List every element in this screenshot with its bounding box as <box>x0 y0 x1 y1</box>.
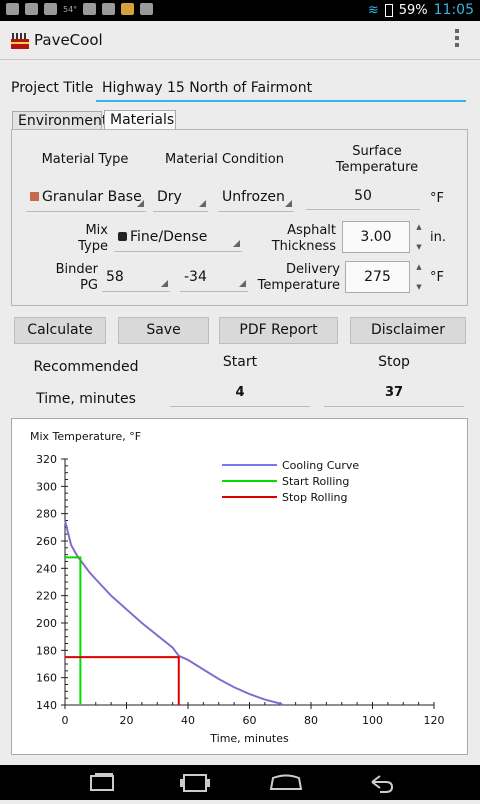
pavecool-logo-icon <box>11 33 29 49</box>
series-line-1 <box>65 556 82 705</box>
start-time-value: 4 <box>170 385 310 407</box>
action-bar: PaveCool <box>0 21 480 60</box>
battery-level: 59% <box>398 2 428 18</box>
home-icon[interactable] <box>269 774 303 790</box>
notification-icon <box>6 3 19 15</box>
legend-label-2: Stop Rolling <box>282 491 348 504</box>
battery-icon <box>384 3 393 17</box>
screenshot-icon[interactable] <box>180 774 210 792</box>
y-tick-label: 240 <box>36 562 57 575</box>
navigation-bar <box>0 765 480 800</box>
y-tick-label: 220 <box>36 590 57 603</box>
y-tick-label: 300 <box>36 480 57 493</box>
x-tick-label: 20 <box>120 714 134 727</box>
delivery-temperature-unit: °F <box>430 270 444 285</box>
y-tick-label: 200 <box>36 617 57 630</box>
sync-icon <box>44 3 57 15</box>
x-tick-label: 0 <box>62 714 69 727</box>
disclaimer-button[interactable]: Disclaimer <box>350 317 466 344</box>
binder-low-spinner[interactable]: -34 <box>180 267 248 292</box>
overflow-menu-icon[interactable] <box>454 29 460 51</box>
frost-spinner[interactable]: Unfrozen <box>218 187 294 212</box>
y-tick-label: 180 <box>36 644 57 657</box>
x-axis-label: Time, minutes <box>209 732 289 745</box>
back-icon[interactable] <box>371 775 394 793</box>
chart-svg: Mix Temperature, °F140160180200220240260… <box>30 430 445 745</box>
gravel-icon <box>30 192 39 201</box>
mix-type-value: Fine/Dense <box>130 229 208 245</box>
thickness-unit: in. <box>430 230 446 245</box>
delivery-temperature-input[interactable]: 275 <box>345 261 410 293</box>
usb-icon <box>25 3 38 15</box>
x-tick-label: 120 <box>424 714 445 727</box>
asphalt-thickness-input[interactable]: 3.00 <box>342 221 410 253</box>
y-tick-label: 280 <box>36 508 57 521</box>
wifi-icon: ≋ <box>367 2 379 18</box>
x-tick-label: 80 <box>304 714 318 727</box>
moisture-spinner[interactable]: Dry <box>153 187 208 212</box>
app-title: PaveCool <box>34 31 103 49</box>
x-tick-label: 40 <box>181 714 195 727</box>
start-label: Start <box>222 354 258 370</box>
binder-pg-label: Binder PG <box>55 262 98 293</box>
y-tick-label: 140 <box>36 699 57 712</box>
project-title-input[interactable] <box>96 76 466 102</box>
binder-high-spinner[interactable]: 58 <box>102 267 170 292</box>
frost-value: Unfrozen <box>222 189 285 205</box>
series-line-0 <box>64 520 284 706</box>
material-condition-header: Material Condition <box>165 152 284 167</box>
cooling-chart: Mix Temperature, °F 140 160 180 200 220 240 260… <box>11 418 468 755</box>
mix-icon <box>118 232 127 241</box>
asphalt-thickness-label: Asphalt Thickness <box>271 223 336 254</box>
project-title-label: Project Title <box>11 80 94 96</box>
materials-panel: Material Type Material Condition Surface… <box>11 129 468 306</box>
material-type-spinner[interactable]: Granular Base <box>26 187 146 212</box>
binder-low-value: -34 <box>184 269 207 285</box>
mix-type-label: Mix Type <box>78 223 108 254</box>
series-line-2 <box>65 656 180 705</box>
y-tick-label: 160 <box>36 672 57 685</box>
nav-icons <box>90 773 394 793</box>
material-type-header: Material Type <box>41 152 129 167</box>
material-type-value: Granular Base <box>42 189 142 205</box>
surface-temperature-unit: °F <box>430 191 444 206</box>
recommended-label: Recommended <box>33 359 139 375</box>
mix-type-spinner[interactable]: Fine/Dense <box>114 227 242 252</box>
image-icon <box>83 3 97 15</box>
surface-temperature-header: Surface Temperature <box>335 144 419 175</box>
legend-label-1: Start Rolling <box>282 475 349 488</box>
delivery-stepper[interactable]: ▲ ▼ <box>416 263 422 291</box>
y-tick-label: 320 <box>36 453 57 466</box>
status-bar: 54° ≋ 59% 11:05 <box>0 0 480 21</box>
time-minutes-label: Time, minutes <box>36 391 136 407</box>
game-icon <box>140 3 154 15</box>
stop-time-value: 37 <box>324 385 464 407</box>
chart-title: Mix Temperature, °F <box>30 430 141 443</box>
save-button[interactable]: Save <box>118 317 209 344</box>
thickness-stepper[interactable]: ▲ ▼ <box>416 223 422 251</box>
pdf-report-button[interactable]: PDF Report <box>219 317 338 344</box>
y-tick-label: 260 <box>36 535 57 548</box>
x-tick-label: 60 <box>243 714 257 727</box>
weather-temp: 54° <box>63 4 78 14</box>
download-icon <box>102 3 116 15</box>
calculate-button[interactable]: Calculate <box>14 317 106 344</box>
x-tick-label: 100 <box>362 714 383 727</box>
surface-temperature-input[interactable]: 50 <box>306 188 420 210</box>
recents-icon[interactable] <box>90 773 114 791</box>
legend-label-0: Cooling Curve <box>282 459 359 472</box>
moisture-value: Dry <box>157 189 182 205</box>
stop-label: Stop <box>378 354 410 370</box>
cooling-curve-overlay <box>64 520 284 706</box>
tab-environment[interactable]: Environment <box>12 111 107 131</box>
binder-high-value: 58 <box>106 269 124 285</box>
app-notification-icon <box>121 3 135 15</box>
tab-materials[interactable]: Materials <box>104 110 176 130</box>
delivery-temperature-label: Delivery Temperature <box>257 262 340 293</box>
clock: 11:05 <box>433 2 474 18</box>
